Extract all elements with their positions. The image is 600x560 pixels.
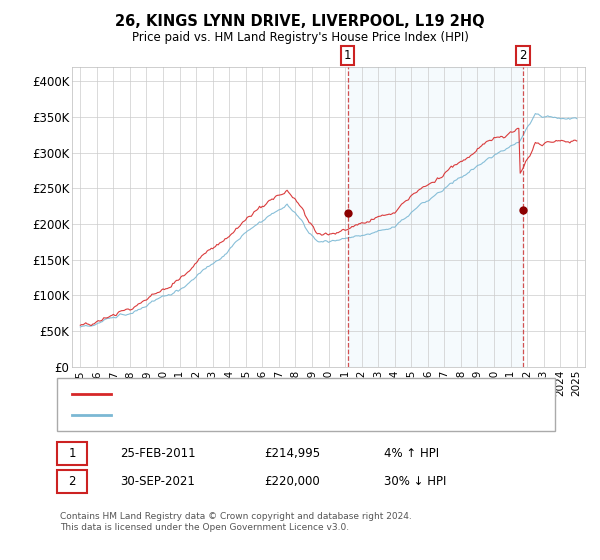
Text: 25-FEB-2011: 25-FEB-2011 xyxy=(120,447,196,460)
Text: 2: 2 xyxy=(519,49,527,62)
Text: Contains HM Land Registry data © Crown copyright and database right 2024.
This d: Contains HM Land Registry data © Crown c… xyxy=(60,512,412,532)
Text: 26, KINGS LYNN DRIVE, LIVERPOOL, L19 2HQ: 26, KINGS LYNN DRIVE, LIVERPOOL, L19 2HQ xyxy=(115,14,485,29)
Text: 1: 1 xyxy=(68,447,76,460)
Text: 30-SEP-2021: 30-SEP-2021 xyxy=(120,475,195,488)
Text: 26, KINGS LYNN DRIVE, LIVERPOOL, L19 2HQ (detached house): 26, KINGS LYNN DRIVE, LIVERPOOL, L19 2HQ… xyxy=(120,389,472,399)
Text: Price paid vs. HM Land Registry's House Price Index (HPI): Price paid vs. HM Land Registry's House … xyxy=(131,31,469,44)
Text: £220,000: £220,000 xyxy=(264,475,320,488)
Text: 1: 1 xyxy=(344,49,351,62)
Text: HPI: Average price, detached house, Liverpool: HPI: Average price, detached house, Live… xyxy=(120,410,377,420)
Text: £214,995: £214,995 xyxy=(264,447,320,460)
Text: 4% ↑ HPI: 4% ↑ HPI xyxy=(384,447,439,460)
Text: 30% ↓ HPI: 30% ↓ HPI xyxy=(384,475,446,488)
Bar xyxy=(347,67,523,367)
Text: 2: 2 xyxy=(68,475,76,488)
